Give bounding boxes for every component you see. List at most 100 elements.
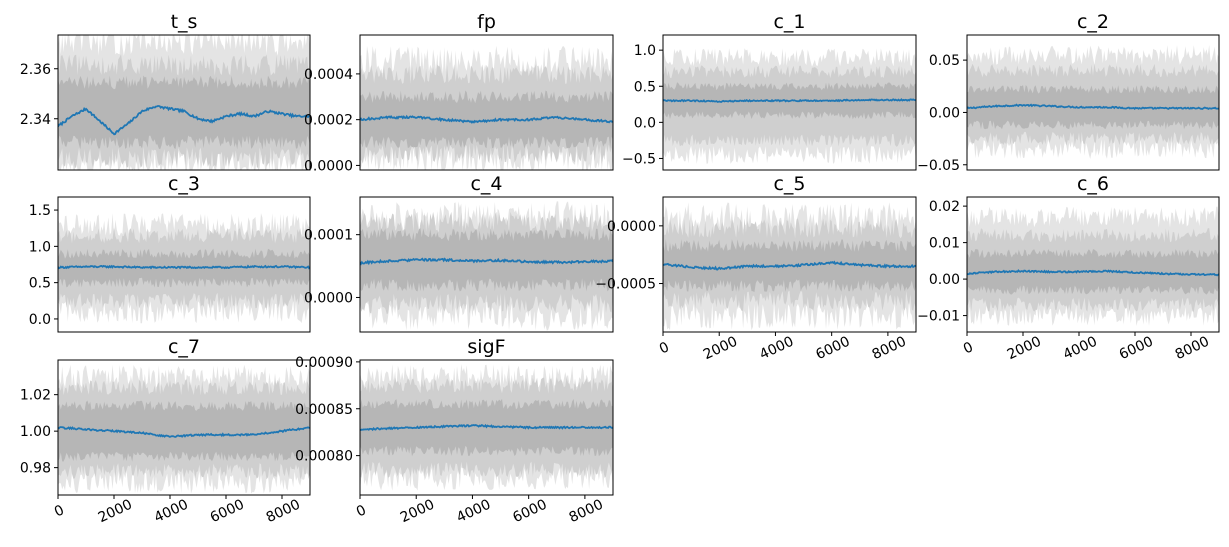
subplot-title: c_2: [1077, 11, 1109, 33]
subplot-title: c_1: [773, 11, 805, 33]
series-line: [360, 257, 613, 266]
subplot-title: c_4: [470, 173, 502, 195]
axes-frame: [359, 196, 614, 333]
x-tick-label: 2000: [398, 497, 437, 527]
y-tick-label: 2.36: [20, 62, 51, 78]
series-line: [967, 269, 1219, 277]
x-tick-label: 8000: [870, 334, 909, 364]
y-tick-label: 0.0004: [304, 67, 353, 83]
subplot-title: t_s: [171, 11, 198, 33]
x-tick-label: 0: [52, 502, 67, 520]
series-line: [663, 260, 916, 271]
y-tick-label: 0.0000: [304, 290, 353, 306]
x-tick-label: 4000: [757, 334, 796, 364]
y-tick-label: 1.5: [29, 203, 51, 219]
y-tick-label: −0.5: [622, 151, 656, 167]
subplot-c-5: c_5 −0.0005 0.0000 0 2000 4000 6000 8000: [595, 173, 917, 364]
x-tick-label: 4000: [1061, 334, 1100, 364]
subplot-title: c_5: [773, 173, 805, 195]
y-tick-label: 0.0: [634, 115, 656, 131]
y-tick-label: 1.0: [29, 239, 51, 255]
y-tick-label: 0.00085: [295, 402, 353, 418]
y-tick-label: 0.0000: [607, 219, 656, 235]
y-tick-label: 0.05: [929, 53, 960, 69]
subplot-fp: fp 0.0000 0.0002 0.0004: [304, 11, 614, 174]
x-tick-label: 2000: [1005, 334, 1044, 364]
subplot-title: sigF: [467, 336, 505, 358]
y-tick-label: 0.5: [634, 79, 656, 95]
y-tick-label: 0.01: [929, 236, 960, 252]
subplot-c-6: c_6 −0.01 0.00 0.01 0.02 0 2000 4000 6000 8000: [917, 173, 1220, 364]
subplot-c-2: c_2 −0.05 0.00 0.05: [917, 11, 1220, 174]
y-tick-label: −0.0005: [595, 277, 656, 293]
series-line: [360, 114, 613, 124]
subplot-c-7: c_7 0.98 1.00 1.02 0 2000 4000 6000 8000: [20, 336, 311, 527]
axes-frame: [57, 359, 311, 496]
subplot-c-1: c_1 −0.5 0.0 0.5 1.0: [622, 11, 917, 171]
axes-frame: [359, 359, 614, 496]
subplot-c-4: c_4 0.0000 0.0001: [304, 173, 614, 333]
y-tick-label: 0.00: [929, 105, 960, 121]
subplot-t-s: t_s 2.34 2.36: [20, 11, 311, 171]
y-tick-label: 0.5: [29, 276, 51, 292]
x-tick-label: 4000: [152, 497, 191, 527]
subplot-sigf: sigF 0.00080 0.00085 0.00090 0 2000 4000 6000 80…: [295, 336, 614, 527]
x-tick-label: 0: [354, 502, 369, 520]
y-tick-label: 0.02: [929, 199, 960, 215]
x-tick-label: 8000: [1173, 334, 1212, 364]
y-tick-label: −0.05: [917, 158, 960, 174]
plot-area: [967, 206, 1219, 326]
series-line: [360, 423, 613, 432]
y-tick-label: 0.0001: [304, 228, 353, 244]
subplot-title: c_3: [168, 173, 200, 195]
series-line: [967, 103, 1219, 111]
x-tick-label: 0: [657, 339, 672, 357]
subplot-title: c_6: [1077, 173, 1109, 195]
plot-area: [58, 213, 310, 324]
y-tick-label: 0.00080: [295, 449, 353, 465]
x-tick-label: 6000: [208, 497, 247, 527]
y-tick-label: 1.02: [20, 388, 51, 404]
y-tick-label: 0.0: [29, 312, 51, 328]
band-core: [360, 90, 613, 149]
plot-area: [663, 48, 916, 165]
y-tick-label: 0.00090: [295, 355, 353, 371]
axes-frame: [662, 196, 917, 333]
y-tick-label: −0.01: [917, 309, 960, 325]
plot-area: [967, 45, 1219, 159]
plot-area: [360, 201, 613, 331]
series-line: [58, 264, 310, 270]
x-tick-label: 0: [961, 339, 976, 357]
subplot-title: fp: [477, 11, 496, 33]
band-core: [58, 75, 310, 150]
y-tick-label: 0.98: [20, 461, 51, 477]
x-tick-label: 2000: [96, 497, 135, 527]
subplot-title: c_7: [168, 336, 200, 358]
band-core: [58, 400, 310, 462]
series-line: [663, 98, 916, 103]
plot-area: [360, 45, 613, 170]
axes-frame: [966, 196, 1220, 333]
y-tick-label: 1.00: [20, 424, 51, 440]
x-tick-label: 4000: [454, 497, 493, 527]
axes-frame: [57, 34, 311, 171]
y-tick-label: 0.0002: [304, 113, 353, 129]
series-line: [58, 426, 310, 438]
x-tick-label: 6000: [1117, 334, 1156, 364]
axes-frame: [57, 196, 311, 333]
y-tick-label: 0.0000: [304, 158, 353, 174]
plot-area: [663, 202, 916, 331]
x-tick-label: 6000: [510, 497, 549, 527]
y-tick-label: 1.0: [634, 43, 656, 59]
x-tick-label: 8000: [264, 497, 303, 527]
subplot-c-3: c_3 0.0 0.5 1.0 1.5: [29, 173, 311, 333]
x-tick-label: 8000: [567, 497, 606, 527]
y-tick-label: 0.00: [929, 272, 960, 288]
series-line: [58, 105, 310, 136]
plot-area: [58, 35, 310, 170]
axes-frame: [662, 34, 917, 171]
x-tick-label: 2000: [701, 334, 740, 364]
plot-area: [58, 364, 310, 494]
x-tick-label: 6000: [813, 334, 852, 364]
